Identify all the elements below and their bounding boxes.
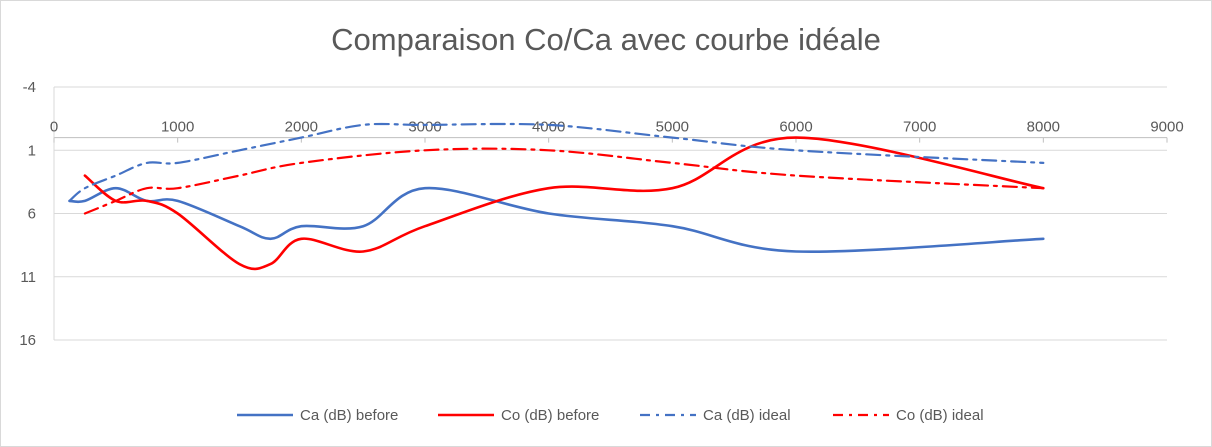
- y-tick-label: -4: [23, 79, 36, 96]
- y-tick-label: 6: [28, 206, 36, 223]
- x-tick-label: 3000: [408, 119, 441, 136]
- legend-label: Ca (dB) before: [300, 407, 398, 424]
- legend-label: Ca (dB) ideal: [703, 407, 791, 424]
- x-tick-label: 6000: [779, 119, 812, 136]
- series-line-4: [83, 147, 1045, 215]
- x-tick-label: 5000: [656, 119, 689, 136]
- chart-series: [68, 122, 1045, 271]
- legend-label: Co (dB) before: [501, 407, 599, 424]
- chart-title: Comparaison Co/Ca avec courbe idéale: [331, 22, 881, 57]
- x-axis: 0 1000 2000 3000 4000 5000 6000 7000 8000 9000: [50, 87, 1184, 340]
- chart-legend: Ca (dB) before Co (dB) before Ca (dB) idea…: [237, 407, 984, 424]
- y-tick-label: 16: [19, 332, 36, 349]
- x-tick-label: 8000: [1027, 119, 1060, 136]
- chart-gridlines: [54, 86, 1167, 341]
- x-tick-label: 4000: [532, 119, 565, 136]
- x-tick-label: 2000: [285, 119, 318, 136]
- x-tick-label: 7000: [903, 119, 936, 136]
- x-tick-label: 1000: [161, 119, 194, 136]
- series-line-2: [83, 136, 1045, 271]
- x-tick-label: 9000: [1150, 119, 1183, 136]
- series-line-1: [68, 186, 1045, 254]
- legend-label: Co (dB) ideal: [896, 407, 984, 424]
- y-tick-label: 1: [28, 142, 36, 159]
- series-line-3: [68, 122, 1045, 202]
- x-tick-label: 0: [50, 119, 58, 136]
- y-tick-label: 11: [20, 269, 36, 286]
